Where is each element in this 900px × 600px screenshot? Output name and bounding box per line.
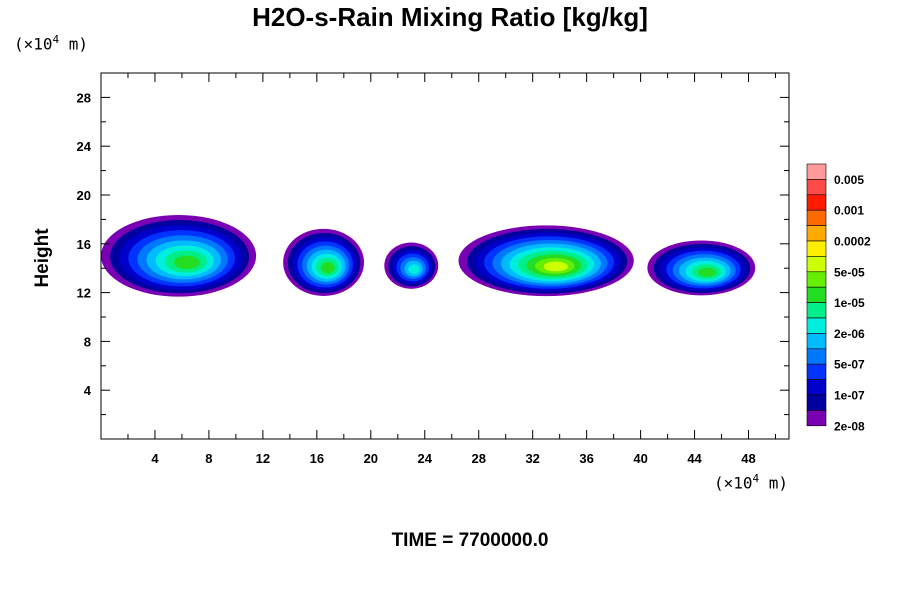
- x-tick-label: 48: [741, 451, 755, 466]
- legend-swatch: [806, 410, 827, 427]
- color-legend: 0.005 0.001 0.0002 5e-05 1e-05 2e-06 5e-07 1e-0…: [806, 163, 871, 433]
- x-tick-label: 8: [205, 451, 212, 466]
- rain-cell: [384, 242, 439, 289]
- rain-cell: [101, 214, 257, 297]
- y-axis-unit: (×104 m): [14, 33, 89, 54]
- contour-band: [321, 262, 335, 274]
- legend-label: 0.005: [834, 173, 864, 187]
- contour-band: [543, 261, 568, 272]
- legend-label: 2e-06: [834, 327, 865, 341]
- legend-swatch: [806, 194, 827, 211]
- legend-swatch: [806, 333, 827, 350]
- legend-swatch: [806, 302, 827, 319]
- y-tick-label: 12: [77, 286, 91, 301]
- legend-label: 0.0002: [834, 235, 871, 249]
- legend-swatch: [806, 394, 827, 411]
- x-tick-label: 44: [687, 451, 702, 466]
- legend-swatch: [806, 209, 827, 226]
- legend-swatch: [806, 286, 827, 303]
- legend-swatch: [806, 240, 827, 257]
- legend-label: 5e-07: [834, 358, 865, 372]
- y-tick-label: 8: [84, 334, 91, 349]
- contour-band: [698, 267, 717, 277]
- time-label: TIME = 7700000.0: [391, 530, 549, 551]
- contour-band: [408, 264, 420, 275]
- x-axis-unit: (×104 m): [714, 472, 789, 493]
- x-tick-label: 4: [151, 451, 159, 466]
- x-tick-label: 24: [418, 451, 433, 466]
- legend-swatch: [806, 379, 827, 396]
- y-tick-label: 20: [77, 188, 91, 203]
- x-tick-label: 20: [364, 451, 378, 466]
- legend-label: 1e-05: [834, 296, 865, 310]
- legend-label: 2e-08: [834, 419, 865, 433]
- rain-cell: [283, 228, 365, 296]
- legend-swatch: [806, 348, 827, 365]
- x-tick-label: 32: [525, 451, 539, 466]
- legend-swatch: [806, 256, 827, 273]
- rain-cell: [647, 240, 756, 296]
- legend-swatch: [806, 317, 827, 334]
- legend-swatch: [806, 225, 827, 242]
- y-tick-label: 24: [77, 139, 92, 154]
- x-tick-label: 40: [633, 451, 647, 466]
- chart-title: H2O-s-Rain Mixing Ratio [kg/kg]: [252, 2, 648, 32]
- legend-swatch: [806, 179, 827, 196]
- contour-band: [173, 255, 200, 270]
- y-tick-label: 4: [84, 383, 92, 398]
- x-tick-label: 36: [579, 451, 593, 466]
- legend-label: 1e-07: [834, 389, 865, 403]
- rain-cell: [458, 225, 634, 297]
- legend-swatch: [806, 363, 827, 380]
- rain-cells: [101, 214, 756, 297]
- plot-frame: [100, 72, 790, 440]
- x-tick-label: 12: [256, 451, 270, 466]
- legend-swatch: [806, 271, 827, 288]
- legend-swatch: [806, 163, 827, 180]
- y-tick-label: 16: [77, 237, 91, 252]
- x-tick-label: 16: [310, 451, 324, 466]
- legend-label: 5e-05: [834, 265, 865, 279]
- legend-label: 0.001: [834, 204, 864, 218]
- y-tick-label: 28: [77, 90, 91, 105]
- x-tick-label: 28: [471, 451, 485, 466]
